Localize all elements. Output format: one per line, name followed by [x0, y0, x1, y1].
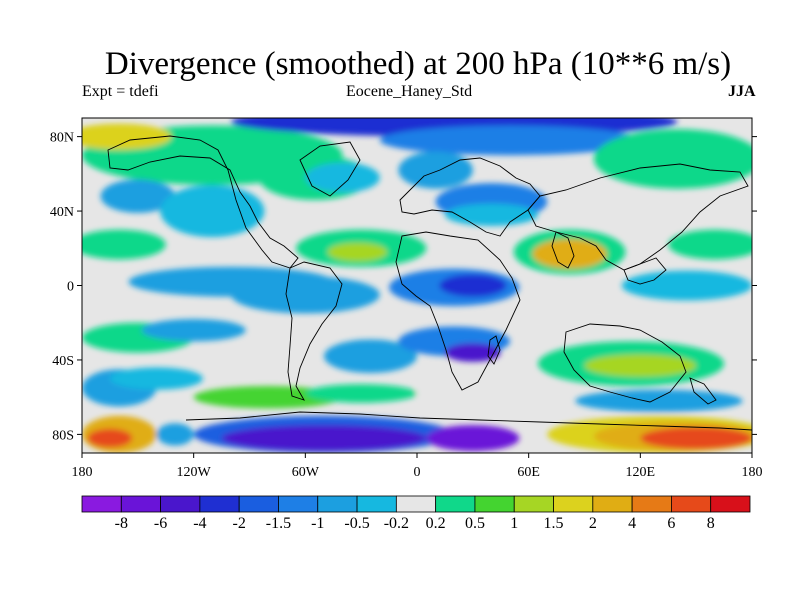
- field-contour: [82, 229, 166, 260]
- coastline-asia: [527, 163, 749, 271]
- colorbar-swatch: [710, 495, 751, 513]
- colorbar-swatch: [81, 495, 122, 513]
- coastline-africa: [395, 231, 521, 391]
- field-contour: [193, 386, 343, 409]
- lat-tick-label: 40S: [52, 354, 74, 369]
- colorbar-label: 0.2: [426, 515, 446, 532]
- divergence-field: [82, 118, 752, 453]
- colorbar-swatch: [435, 495, 476, 513]
- colorbar-swatch: [474, 495, 515, 513]
- lon-tick-label: 120E: [626, 465, 656, 480]
- colorbar-label: -6: [154, 515, 167, 532]
- field-contour: [575, 389, 743, 413]
- colorbar-swatch: [671, 495, 712, 513]
- coastline-australia: [563, 323, 687, 403]
- lon-tick-label: 120W: [177, 465, 212, 480]
- coastlines: [107, 135, 752, 431]
- field-contour: [621, 270, 752, 301]
- colorbar-swatch: [395, 495, 437, 513]
- colorbar-swatch: [356, 495, 397, 513]
- field-contour: [379, 125, 641, 156]
- colorbar-label: 4: [628, 515, 636, 532]
- field-contour: [221, 425, 427, 452]
- field-contour: [160, 185, 265, 238]
- colorbar-swatch: [199, 495, 240, 513]
- colorbar-label: -4: [193, 515, 206, 532]
- colorbar-swatch: [553, 495, 594, 513]
- lat-tick-label: 40N: [50, 205, 74, 220]
- colorbar-swatch: [513, 495, 554, 513]
- colorbar-label: -0.2: [384, 515, 409, 532]
- field-contour: [305, 384, 417, 403]
- coastline-greenland: [299, 141, 361, 197]
- colorbar-label: 0.5: [465, 515, 485, 532]
- colorbar-label: 1: [510, 515, 518, 532]
- lon-tick-label: 180: [742, 465, 763, 480]
- case-label: Eocene_Haney_Std: [346, 83, 473, 100]
- coastline-madagascar: [487, 335, 501, 365]
- colorbar-swatch: [631, 495, 672, 513]
- field-contour: [323, 339, 417, 373]
- experiment-label: Expt = tdefi: [82, 83, 159, 100]
- longitude-axis: 180 120W 60W 0 60E 120E 180: [72, 453, 763, 480]
- colorbar-label: 2: [589, 515, 597, 532]
- field-contour: [593, 129, 752, 189]
- field-contour: [417, 382, 529, 401]
- coastline-india: [551, 231, 575, 269]
- lon-tick-label: 60W: [292, 465, 320, 480]
- lon-tick-label: 180: [72, 465, 93, 480]
- field-contour: [668, 229, 752, 260]
- field-contour: [87, 428, 133, 448]
- colorbar-label: -1: [311, 515, 324, 532]
- colorbar-label: -1.5: [266, 515, 291, 532]
- lon-tick-label: 60E: [517, 465, 540, 480]
- coastline-antarctica: [185, 411, 752, 431]
- lon-tick-label: 0: [414, 465, 421, 480]
- field-contour: [327, 242, 388, 262]
- latitude-axis: 80N 40N 0 40S 80S: [50, 131, 757, 443]
- colorbar-swatch: [238, 495, 279, 513]
- field-contour: [444, 203, 538, 226]
- colorbar-swatch: [120, 495, 161, 513]
- colorbar-swatch: [278, 495, 319, 513]
- field-contour: [398, 151, 473, 189]
- field-contour: [156, 423, 194, 446]
- colorbar-swatch: [317, 495, 358, 513]
- colorbar-label: -2: [233, 515, 246, 532]
- coastline-new-zealand: [689, 377, 717, 405]
- field-contour: [305, 162, 380, 193]
- coastline-north-america: [107, 135, 299, 269]
- field-contour: [640, 426, 752, 450]
- colorbar-label: 1.5: [544, 515, 564, 532]
- field-contour: [82, 123, 172, 150]
- field-contour: [584, 354, 697, 377]
- field-contour: [439, 274, 507, 297]
- field-contour: [444, 343, 501, 362]
- field-contour: [426, 425, 520, 452]
- lat-tick-label: 80N: [50, 131, 74, 146]
- field-contour: [141, 319, 246, 342]
- chart-title: Divergence (smoothed) at 200 hPa (10**6 …: [104, 46, 732, 82]
- lat-tick-label: 80S: [52, 428, 74, 443]
- season-label: JJA: [728, 83, 756, 100]
- field-contour: [100, 179, 176, 213]
- field-contour: [109, 367, 203, 390]
- colorbar: -8 -6 -4 -2 -1.5 -1 -0.5 -0.2 0.2 0.5 1 1.5 2 4 6 8: [81, 495, 751, 532]
- coastline-southeast-asia: [623, 257, 667, 285]
- colorbar-label: 6: [667, 515, 675, 532]
- colorbar-label: 8: [707, 515, 715, 532]
- colorbar-swatch: [160, 495, 201, 513]
- field-contour: [532, 238, 607, 269]
- coastline-south-america: [285, 261, 343, 401]
- colorbar-label: -0.5: [344, 515, 369, 532]
- colorbar-label: -8: [115, 515, 128, 532]
- colorbar-swatch: [592, 495, 633, 513]
- field-contour: [230, 276, 380, 314]
- lat-tick-label: 0: [67, 280, 74, 295]
